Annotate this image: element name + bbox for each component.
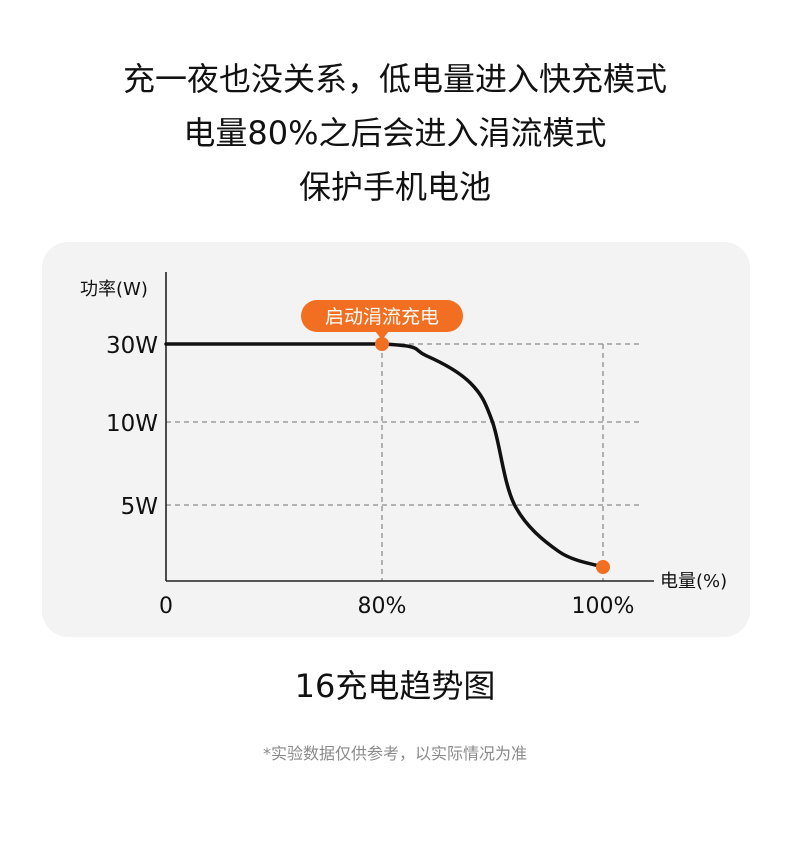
series-line-0 [164,342,605,569]
annotation-pill [301,300,463,332]
disclaimer-note: *实验数据仅供参考，以实际情况为准 [262,744,527,763]
x-tick-label-1: 80% [358,594,407,619]
x-tick-label-0: 0 [159,594,173,619]
chart-caption: 16充电趋势图 [294,667,496,705]
headline-line-1: 充一夜也没关系，低电量进入快充模式 [122,60,667,98]
x-axis-title: 电量(%) [660,571,727,592]
annotation-pointer [375,331,389,340]
data-marker-1 [596,560,610,574]
headline: 充一夜也没关系，低电量进入快充模式 电量80%之后会进入涓流模式 保护手机电池 [0,52,790,214]
headline-line-2: 电量80%之后会进入涓流模式 [183,114,607,152]
headline-line-3: 保护手机电池 [298,168,491,206]
x-tick-label-2: 100% [572,594,635,619]
grid-layer [166,343,642,581]
y-axis-title: 功率(W) [80,279,148,300]
y-tick-label-2: 5W [121,494,158,520]
data-marker-0 [375,337,389,351]
annotation-label: 启动涓流充电 [325,306,439,328]
y-tick-label-1: 10W [106,411,158,437]
axes-layer [165,272,654,582]
series-layer [164,337,610,574]
y-tick-label-0: 30W [106,333,158,359]
label-layer: 30W 10W 5W 0 80% 100% 功率(W) 电量(%) 启动涓流充电 [80,279,727,619]
